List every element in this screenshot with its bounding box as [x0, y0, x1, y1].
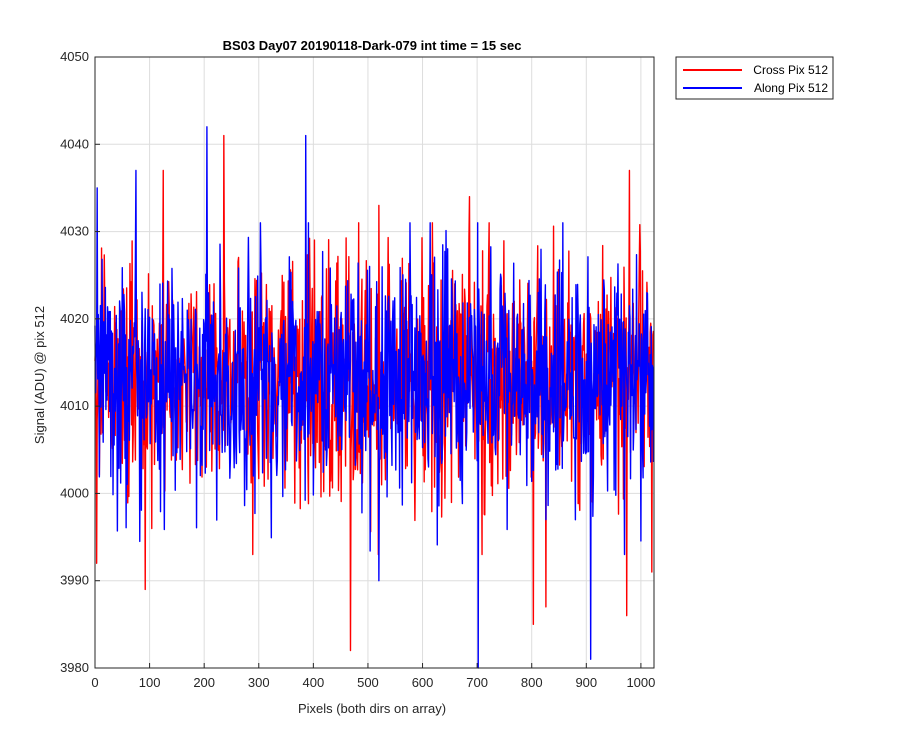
- y-tick-label: 4040: [60, 136, 89, 151]
- x-tick-label: 0: [91, 675, 98, 690]
- x-tick-label: 1000: [626, 675, 655, 690]
- y-tick-label: 4000: [60, 485, 89, 500]
- legend-label: Along Pix 512: [754, 81, 828, 95]
- x-tick-label: 300: [248, 675, 270, 690]
- y-tick-label: 4010: [60, 398, 89, 413]
- plot-frame: [94, 56, 655, 669]
- chart-title: BS03 Day07 20190118-Dark-079 int time = …: [223, 38, 522, 53]
- x-tick-label: 400: [303, 675, 325, 690]
- x-axis-label: Pixels (both dirs on array): [298, 701, 446, 716]
- x-tick-label: 100: [139, 675, 161, 690]
- legend: Cross Pix 512 Along Pix 512: [675, 56, 834, 100]
- x-tick-label: 200: [193, 675, 215, 690]
- axis-ticks: 0 100 200 300 400 500 600 700 800 900 1000 3980 3990…: [60, 49, 655, 690]
- y-axis-label: Signal (ADU) @ pix 512: [32, 306, 47, 444]
- y-tick-label: 3990: [60, 573, 89, 588]
- legend-label: Cross Pix 512: [753, 63, 828, 77]
- x-tick-label: 600: [412, 675, 434, 690]
- x-tick-label: 900: [575, 675, 597, 690]
- y-tick-label: 4020: [60, 311, 89, 326]
- series-line-along: [94, 126, 655, 669]
- y-tick-label: 4030: [60, 224, 89, 239]
- x-tick-label: 800: [521, 675, 543, 690]
- series-layer: [94, 126, 655, 669]
- y-tick-label: 3980: [60, 660, 89, 675]
- x-tick-label: 700: [466, 675, 488, 690]
- x-tick-label: 500: [357, 675, 379, 690]
- legend-box: [675, 56, 834, 100]
- y-tick-label: 4050: [60, 49, 89, 64]
